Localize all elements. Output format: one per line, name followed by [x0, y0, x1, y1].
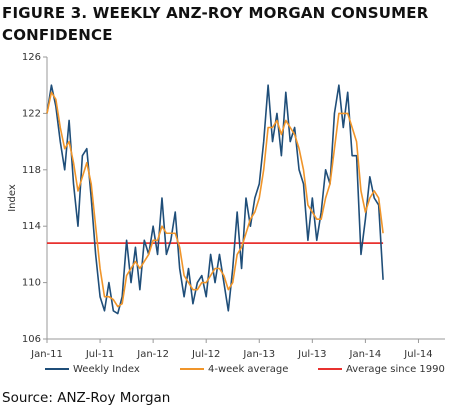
legend-label: Average since 1990 [346, 364, 445, 375]
source-note: Source: ANZ-Roy Morgan [2, 390, 171, 406]
chart-title: FIGURE 3. WEEKLY ANZ-ROY MORGAN CONSUMER… [2, 4, 429, 44]
y-tick-label: 118 [22, 165, 41, 176]
y-tick-label: 122 [22, 108, 41, 119]
x-tick-label: Jan-12 [136, 349, 169, 360]
series-line [46, 84, 384, 315]
series-line [46, 91, 384, 308]
y-tick-label: 110 [22, 278, 41, 289]
x-tick-label: Jul-12 [191, 349, 220, 360]
x-tick-label: Jan-11 [30, 349, 63, 360]
y-tick-label: 126 [22, 52, 41, 63]
legend-label: 4-week average [208, 364, 288, 375]
x-tick-label: Jul-14 [403, 349, 432, 360]
y-tick-label: 106 [22, 334, 41, 345]
x-tick-label: Jul-13 [297, 349, 326, 360]
chart: Index 106 110 114 118 122 126 Jan-11 Jul-11 Jan-… [7, 52, 445, 375]
legend-label: Weekly Index [73, 364, 140, 375]
y-axis-label: Index [7, 184, 18, 212]
x-tick-label: Jan-14 [349, 349, 382, 360]
y-tick-label: 114 [22, 221, 41, 232]
x-tick-label: Jul-11 [85, 349, 114, 360]
x-tick-label: Jan-13 [242, 349, 275, 360]
